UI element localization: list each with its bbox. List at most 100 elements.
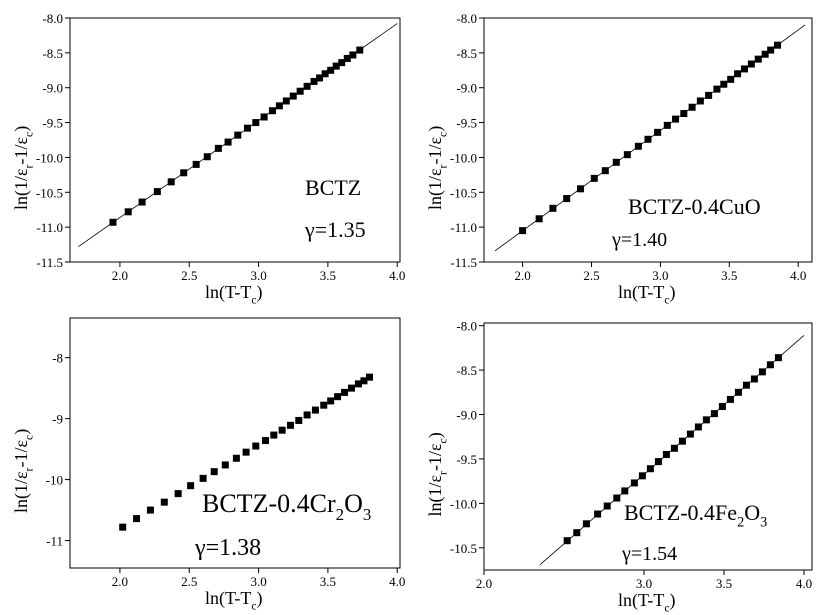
data-point (289, 92, 297, 100)
data-point (758, 368, 766, 376)
data-point (576, 185, 584, 193)
y-tick-label: -10.0 (36, 150, 63, 165)
x-tick-label: 3.5 (716, 576, 732, 591)
data-point (296, 87, 304, 95)
data-point (234, 131, 242, 139)
data-point (646, 465, 654, 473)
data-point (705, 91, 713, 99)
subscript: r (436, 471, 449, 475)
data-point (740, 65, 748, 73)
text-part: O (344, 489, 363, 518)
data-point (663, 121, 671, 129)
data-point (282, 97, 290, 105)
data-point (563, 195, 571, 203)
data-point (232, 454, 240, 462)
data-point (630, 479, 638, 487)
x-axis-label: ln(T-Tc) (205, 588, 263, 612)
data-point (224, 138, 232, 146)
y-tick-label: -10.5 (36, 185, 63, 200)
y-tick-label: -8.0 (456, 11, 477, 26)
plot-frame (483, 17, 813, 263)
text-part: ln(1/ε (425, 168, 446, 210)
data-point (654, 458, 662, 466)
data-point (252, 442, 260, 450)
subscript: 2 (737, 515, 744, 531)
text-part: ln(T-T (618, 590, 664, 611)
text-part: ln(T-T (205, 282, 251, 303)
y-axis-label: ln(1/εr-1/εc) (425, 126, 449, 210)
x-tick-label: 2.0 (514, 268, 530, 283)
data-point (214, 144, 222, 152)
text-part: ) (425, 432, 446, 438)
text-part: ) (257, 588, 263, 609)
plot-frame (69, 17, 401, 263)
data-point (694, 423, 702, 431)
data-point (187, 482, 195, 490)
data-point (303, 411, 311, 419)
y-tick-label: -10.5 (450, 185, 477, 200)
text-part: BCTZ-0.4Fe (624, 500, 737, 525)
data-point (678, 437, 686, 445)
sample-label: BCTZ (305, 175, 361, 200)
subscript: c (664, 293, 669, 306)
data-point (573, 529, 581, 537)
data-point (278, 426, 286, 434)
data-point (311, 406, 319, 414)
y-tick-label: -10.0 (450, 496, 477, 511)
data-point (750, 375, 758, 383)
subscript: c (22, 435, 35, 440)
x-axis-label: ln(T-Tc) (618, 282, 676, 306)
data-point (601, 167, 609, 175)
text-part: -1/ε (425, 443, 445, 471)
data-point (327, 66, 335, 74)
x-tick-label: 2.0 (112, 574, 128, 589)
text-part: ln(1/ε (425, 475, 446, 517)
data-point (334, 393, 342, 401)
data-point (590, 174, 598, 182)
sample-label: BCTZ-0.4CuO (628, 194, 761, 219)
subscript: c (664, 601, 669, 614)
data-point (310, 77, 318, 85)
data-point (613, 494, 621, 502)
data-point (686, 430, 694, 438)
data-point (262, 437, 270, 445)
subscript: 3 (363, 505, 371, 524)
data-point (327, 397, 335, 405)
data-point (356, 46, 364, 54)
text-part: BCTZ (305, 175, 361, 200)
data-point (360, 377, 368, 385)
subscript: r (22, 164, 35, 168)
y-tick-label: -8 (52, 351, 63, 366)
x-axis-label: ln(T-Tc) (205, 282, 263, 306)
text-part: ln(1/ε (11, 168, 32, 210)
text-part: O (744, 500, 760, 525)
y-tick-label: -9.5 (42, 116, 63, 131)
x-tick-label: 4.0 (796, 576, 812, 591)
y-axis-label: ln(1/εr-1/εc) (11, 429, 35, 513)
data-point (109, 218, 117, 226)
subscript: 2 (336, 505, 344, 524)
data-point (320, 401, 328, 409)
text-part: -1/ε (11, 440, 31, 468)
data-point (774, 41, 782, 49)
gamma-label: γ=1.40 (611, 229, 667, 251)
y-tick-label: -11 (46, 534, 63, 549)
data-point (349, 51, 357, 59)
x-tick-label: 3.0 (250, 574, 266, 589)
y-tick-label: -10.0 (450, 150, 477, 165)
text-part: ) (11, 429, 32, 435)
y-tick-label: -11.5 (450, 255, 477, 270)
data-point (316, 74, 324, 82)
data-point (124, 208, 132, 216)
data-point (680, 110, 688, 118)
x-tick-label: 3.0 (636, 576, 652, 591)
data-point (621, 487, 629, 495)
data-point (761, 50, 769, 58)
data-point (138, 198, 146, 206)
data-point (734, 388, 742, 396)
data-point (295, 416, 303, 424)
data-point (720, 80, 728, 88)
gamma-label: γ=1.35 (304, 217, 366, 242)
data-point (167, 178, 175, 186)
